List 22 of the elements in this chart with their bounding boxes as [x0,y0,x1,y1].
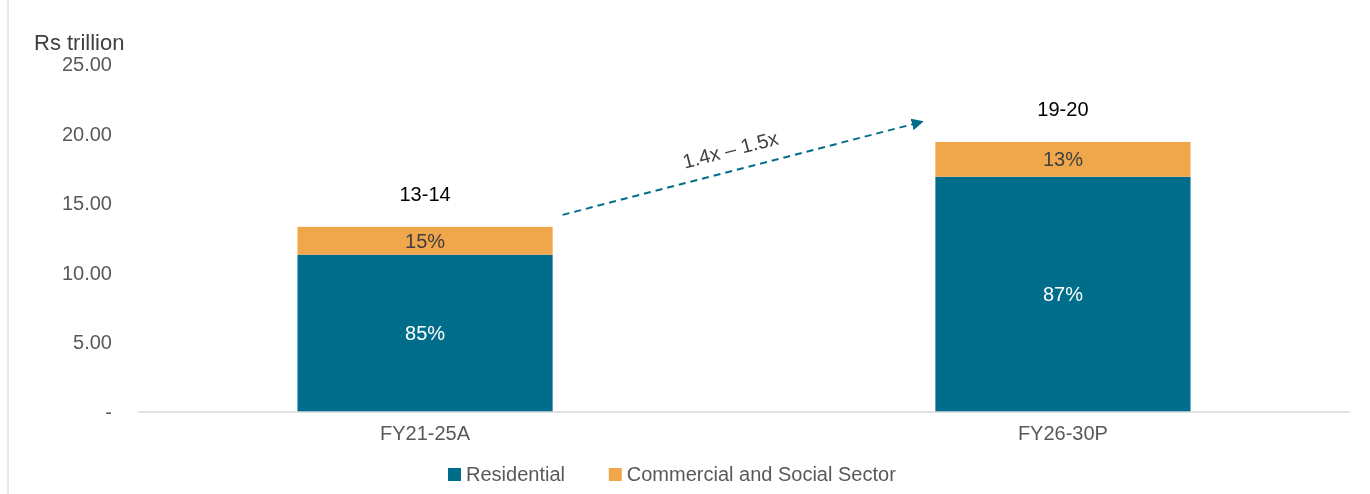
y-tick-label: 10.00 [61,261,112,284]
y-tick-label: - [105,401,112,423]
total-label: 13-14 [399,182,451,205]
annotation: 15% [405,229,446,252]
bar [297,226,553,255]
legend-label: Residential [466,463,565,485]
bar [297,254,553,412]
x-tick-label: FY21-25A [380,422,471,444]
total-label: 19-20 [1037,97,1089,120]
x-tick-label: FY26-30P [1017,422,1108,444]
bar [935,176,1191,412]
y-axis-title: Rs trillion [34,30,125,55]
annotation: 1.4x – 1.5x [680,126,781,173]
y-tick-label: 25.00 [61,53,112,75]
y-tick-label: 5.00 [73,331,112,354]
bar [935,141,1191,177]
annotation: 87% [1042,283,1084,306]
annotation: 85% [405,322,446,345]
legend-label: Commercial and Social Sector [626,463,897,485]
annotation: 13% [1042,148,1084,171]
y-tick-label: 20.00 [61,122,112,145]
y-tick-label: 15.00 [61,192,112,215]
